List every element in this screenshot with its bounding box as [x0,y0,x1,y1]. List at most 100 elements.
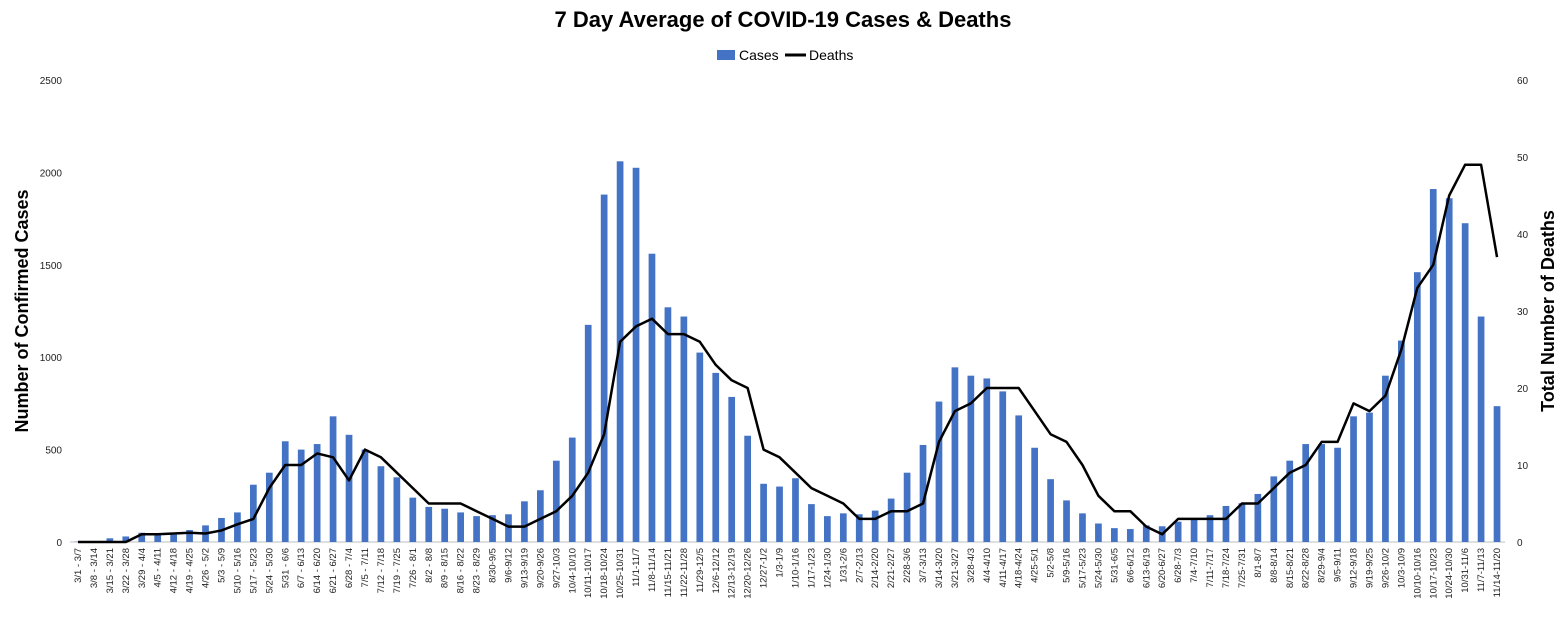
x-tick-label: 9/19-9/25 [1364,548,1375,588]
x-tick-label: 7/19 - 7/25 [392,548,403,593]
cases-bar [441,509,448,542]
x-tick-label: 3/7-3/13 [918,548,929,583]
x-tick-label: 4/4-4/10 [982,548,993,583]
x-tick-label: 4/19 - 4/25 [185,548,196,593]
cases-bar [712,373,719,542]
y-tick-label: 1000 [40,353,63,364]
x-tick-label: 10/11-10/17 [583,548,594,598]
y2-tick-label: 20 [1517,384,1529,395]
x-tick-label: 2/21-2/27 [886,548,897,588]
x-tick-label: 5/17-5/23 [1077,548,1088,588]
x-tick-label: 11/8-11/14 [647,548,658,592]
x-tick-label: 10/25-10/31 [615,548,626,599]
x-tick-label: 9/6-9/12 [503,548,514,583]
x-tick-label: 7/18-7/24 [1221,548,1232,588]
x-tick-label: 6/21 - 6/27 [328,548,339,593]
x-tick-label: 3/29 - 4/4 [137,548,148,588]
legend: Cases Deaths [717,47,853,63]
cases-bar [665,307,672,542]
x-tick-label: 7/26 - 8/1 [408,548,419,588]
cases-bar [585,325,592,542]
cases-bar [154,535,161,542]
cases-bar [1494,406,1501,542]
y2-tick-label: 30 [1517,307,1529,318]
deaths-line [78,165,1497,542]
y2-tick-label: 10 [1517,461,1529,472]
x-tick-label: 3/14-3/20 [934,548,945,588]
x-tick-label: 8/2 - 8/8 [424,548,435,583]
cases-bar [824,516,831,542]
cases-bar [904,473,911,542]
cases-bar [170,535,177,542]
cases-bar [505,514,512,542]
cases-bar [1015,415,1022,542]
cases-bar [728,397,735,542]
x-tick-label: 4/11-4/17 [998,548,1009,587]
x-tick-label: 1/31-2/6 [838,548,849,583]
cases-bar [362,450,369,542]
cases-bar [808,504,815,542]
x-tick-label: 10/17-10/23 [1428,548,1439,599]
cases-bar [1334,448,1341,542]
cases-bar [346,435,353,542]
x-tick-label: 4/5 - 4/11 [153,548,164,587]
x-tick-label: 3/8 - 3/14 [89,548,100,588]
cases-bar [1063,500,1070,542]
x-tick-label: 2/14-2/20 [870,548,881,588]
cases-bar [1430,189,1437,542]
x-tick-label: 2/28-3/6 [902,548,913,583]
y-tick-label: 2000 [40,168,63,179]
cases-bar [601,195,608,542]
x-tick-label: 6/28 - 7/4 [344,548,355,588]
x-tick-label: 10/24-10/30 [1444,548,1455,599]
cases-bar [473,516,480,542]
cases-bar [681,317,688,542]
cases-bar [1350,416,1357,542]
x-tick-label: 8/15-8/21 [1285,548,1296,588]
x-tick-label: 7/11-7/17 [1205,548,1216,587]
cases-bar [1111,528,1118,542]
cases-bar [744,436,751,542]
x-tick-label: 11/15-11/21 [663,548,674,597]
x-tick-label: 2/7-2/13 [854,548,865,583]
cases-bar [1239,503,1246,542]
cases-bar [409,498,416,542]
cases-bar [1382,376,1389,542]
y2-tick-label: 50 [1517,153,1529,164]
x-tick-label: 9/27-10/3 [551,548,562,588]
x-tick-label: 12/27-1/2 [759,548,770,588]
x-tick-label: 8/1-8/7 [1253,548,1264,578]
x-tick-label: 4/18-4/24 [1014,548,1025,588]
x-tick-label: 5/24-5/30 [1093,548,1104,588]
x-tick-label: 12/13-12/19 [727,548,738,599]
x-tick-label: 4/25-5/1 [1030,548,1041,583]
cases-bar [1031,448,1038,542]
cases-bar [378,466,385,542]
cases-bar [234,512,241,542]
x-tick-label: 5/31-6/5 [1109,548,1120,583]
cases-bar [983,378,990,542]
x-tick-label: 9/13-9/19 [519,548,530,588]
x-tick-label: 11/1-11/7 [631,548,642,587]
x-tick-label: 6/6-6/12 [1125,548,1136,583]
x-tick-label: 11/7-11/13 [1476,548,1487,592]
cases-bar [1175,522,1182,542]
cases-bar [1414,272,1421,542]
x-tick-label: 3/15 - 3/21 [105,548,116,593]
x-tick-label: 9/26-10/2 [1380,548,1391,588]
y-tick-label: 1500 [40,261,63,272]
y-tick-label: 2500 [40,76,63,87]
cases-bar [282,441,289,542]
y2-tick-label: 60 [1517,76,1529,87]
x-tick-label: 5/31 - 6/6 [280,548,291,588]
cases-bar [649,254,656,542]
x-tick-label: 5/10 - 5/16 [232,548,243,593]
cases-bars [75,161,1501,542]
cases-bar [457,512,464,542]
cases-bar [1318,444,1325,542]
y-axis-title: Number of Confirmed Cases [12,189,32,432]
